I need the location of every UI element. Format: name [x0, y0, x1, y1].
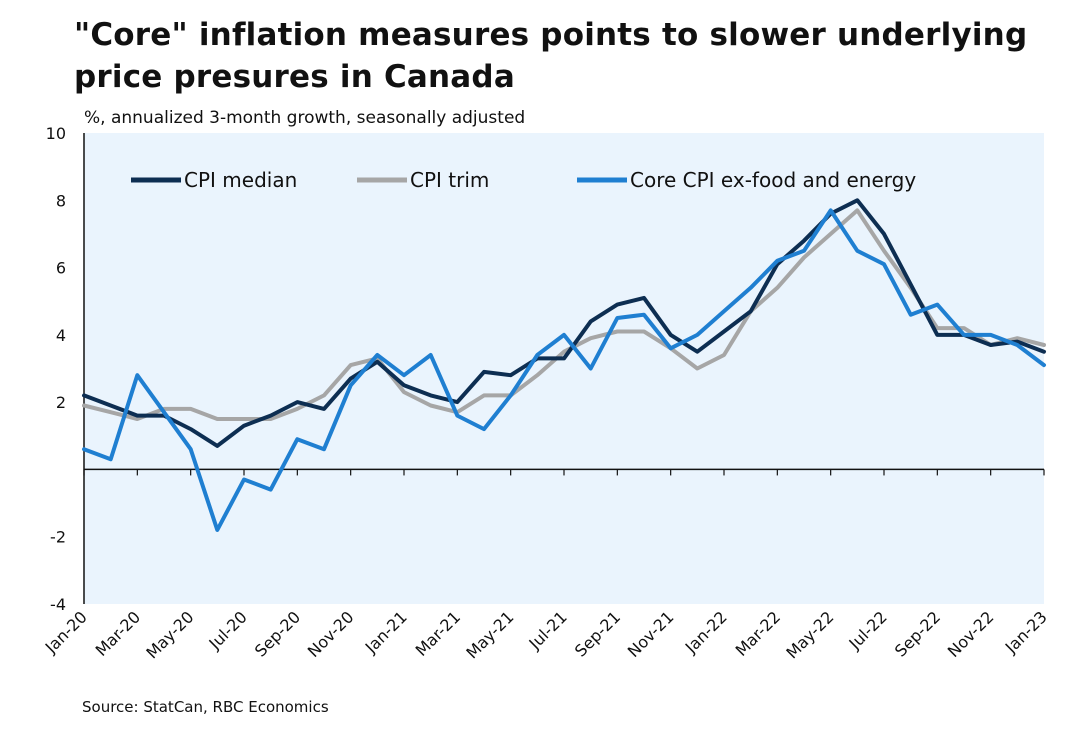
x-tick-label: Sep-20: [251, 607, 304, 660]
series-line-cpi-trim: [82, 208, 1046, 421]
legend-label: CPI median: [184, 168, 297, 192]
y-tick-label: 4: [56, 326, 66, 345]
x-tick-label: Nov-22: [944, 607, 998, 661]
legend-label: CPI trim: [410, 168, 489, 192]
x-tick-label: Jan-22: [681, 607, 731, 657]
x-tick-label: Mar-20: [92, 607, 145, 660]
chart-subtitle: %, annualized 3-month growth, seasonally…: [84, 108, 526, 128]
x-tick-label: Nov-20: [304, 607, 358, 661]
y-tick-label: -2: [50, 528, 66, 547]
x-tick-label: Jul-21: [525, 607, 571, 653]
x-tick-label: May-21: [462, 607, 517, 662]
y-tick-label: 10: [46, 124, 66, 143]
x-tick-label: May-22: [782, 607, 837, 662]
chart-source: Source: StatCan, RBC Economics: [82, 698, 329, 716]
legend-label: Core CPI ex-food and energy: [630, 168, 916, 192]
x-tick-label: Jul-22: [845, 607, 891, 653]
y-tick-label: 6: [56, 259, 66, 278]
x-tick-label: Jul-20: [205, 607, 251, 653]
x-tick-label: Mar-21: [412, 607, 465, 660]
x-tick-label: Nov-21: [624, 607, 678, 661]
chart-title: "Core" inflation measures points to slow…: [74, 17, 1028, 95]
x-tick-label: Sep-21: [571, 607, 624, 660]
x-tick-label: Jan-20: [41, 607, 91, 657]
series-line-core-cpi-ex-food-and-energy: [82, 208, 1046, 532]
x-tick-label: Sep-22: [891, 607, 944, 660]
y-tick-label: -4: [50, 595, 66, 614]
series-line-cpi-median: [82, 198, 1046, 448]
plot-area: [84, 133, 1044, 604]
y-tick-label: 2: [56, 393, 66, 412]
x-tick-label: May-20: [142, 607, 197, 662]
y-tick-label: 8: [56, 191, 66, 210]
x-tick-label: Mar-22: [732, 607, 785, 660]
x-tick-label: Jan-21: [361, 607, 411, 657]
x-tick-label: Jan-23: [1001, 607, 1051, 657]
